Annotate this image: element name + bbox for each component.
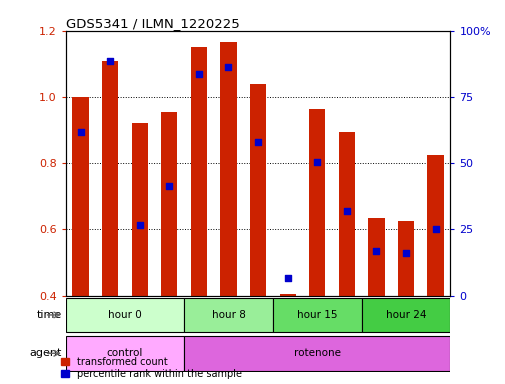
Point [76, 129, 84, 135]
Bar [427, 155, 443, 296]
Bar [220, 42, 236, 296]
Point [372, 248, 380, 254]
Bar [397, 221, 413, 296]
Point [313, 159, 321, 165]
Text: hour 8: hour 8 [211, 310, 245, 320]
Point [165, 183, 173, 189]
Bar [279, 294, 295, 296]
Text: time: time [36, 310, 62, 320]
Text: hour 15: hour 15 [296, 310, 337, 320]
Text: GDS5341 / ILMN_1220225: GDS5341 / ILMN_1220225 [66, 17, 239, 30]
Bar [66, 336, 184, 371]
Text: agent: agent [29, 348, 62, 358]
Bar [184, 336, 449, 371]
Point [342, 208, 350, 214]
Point [224, 64, 232, 70]
Text: rotenone: rotenone [293, 348, 340, 358]
Point [135, 222, 143, 228]
Bar [309, 109, 325, 296]
Bar [66, 298, 184, 332]
Point [106, 58, 114, 64]
Point [254, 139, 262, 145]
Text: control: control [107, 348, 143, 358]
Bar [131, 124, 147, 296]
Bar [249, 84, 266, 296]
Point [283, 275, 291, 281]
Bar [361, 298, 449, 332]
Bar [338, 132, 354, 296]
Bar [272, 298, 361, 332]
Bar [368, 218, 384, 296]
Point [194, 71, 203, 77]
Text: hour 0: hour 0 [108, 310, 141, 320]
Text: hour 24: hour 24 [385, 310, 425, 320]
Bar [72, 97, 88, 296]
Bar [184, 298, 272, 332]
Bar [161, 112, 177, 296]
Point [401, 250, 409, 256]
Legend: transformed count, percentile rank within the sample: transformed count, percentile rank withi… [61, 357, 241, 379]
Point [431, 227, 439, 233]
Bar [190, 47, 207, 296]
Bar [102, 61, 118, 296]
